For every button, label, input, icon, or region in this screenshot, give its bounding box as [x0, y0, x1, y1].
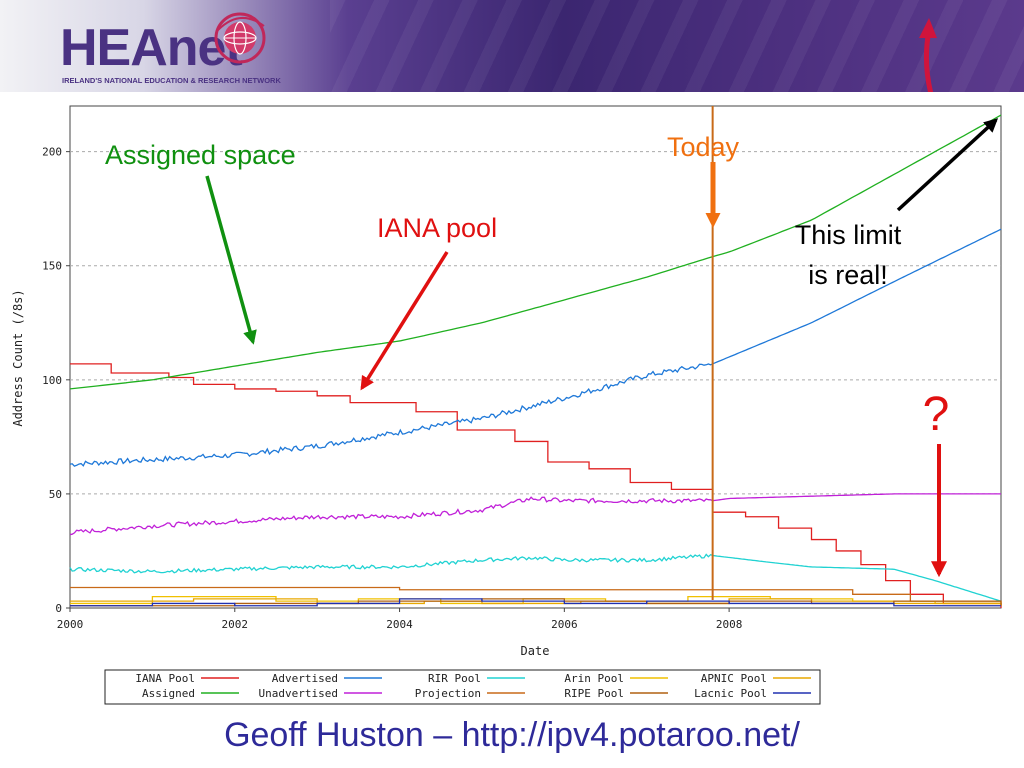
legend: IANA Pool Advertised RIR Pool Arin Pool APNI…	[104, 669, 821, 705]
legend-box	[104, 669, 821, 705]
legend-label-arin-pool: Arin Pool	[564, 672, 624, 685]
annotation-arrow-assigned	[205, 175, 257, 345]
legend-label-assigned: Assigned	[142, 687, 195, 700]
globe-logo-icon	[214, 12, 266, 64]
y-tick-label-0: 0	[55, 602, 62, 615]
legend-label-unadvertised: Unadvertised	[259, 687, 338, 700]
series-line-assigned	[69, 114, 1002, 390]
annotation-today: Today	[667, 132, 740, 162]
annotation-question: ?	[923, 388, 950, 441]
arrow-up-icon	[919, 18, 937, 92]
x-tick-label-0: 2000	[57, 618, 84, 631]
annotation-limit-line2: is real!	[808, 260, 888, 290]
header-banner: HEAnet IRELAND'S NATIONAL EDUCATION & RE…	[0, 0, 1024, 92]
y-axis-ticks: 0 50 100 150 200	[42, 146, 70, 615]
legend-label-rir-pool: RIR Pool	[428, 672, 481, 685]
y-tick-label-2: 100	[42, 374, 62, 387]
series-lines	[69, 114, 1002, 608]
legend-label-projection: Projection	[415, 687, 481, 700]
series-line-iana-pool	[70, 363, 1002, 608]
annotation-arrow-limit	[896, 118, 999, 212]
y-tick-label-3: 150	[42, 260, 62, 273]
y-tick-label-4: 200	[42, 146, 62, 159]
legend-label-iana-pool: IANA Pool	[135, 672, 195, 685]
x-tick-label-2: 2004	[386, 618, 413, 631]
x-axis-label: Date	[521, 644, 550, 658]
legend-label-lacnic-pool: Lacnic Pool	[694, 687, 767, 700]
legend-label-ripe-pool: RIPE Pool	[564, 687, 624, 700]
chart: 0 50 100 150 200 2000 2002 2004 2006 2008 Date A…	[11, 105, 1002, 705]
footer-credit: Geoff Huston – http://ipv4.potaroo.net/	[224, 716, 800, 754]
series-line-lacnic-pool	[70, 598, 1001, 607]
x-tick-label-3: 2006	[551, 618, 578, 631]
series-line-rir-pool	[69, 553, 1002, 602]
annotation-iana-pool: IANA pool	[377, 213, 497, 243]
series-line-advertised	[69, 228, 1002, 467]
gridlines	[70, 151, 1001, 495]
x-tick-label-4: 2008	[716, 618, 743, 631]
y-tick-label-1: 50	[49, 488, 62, 501]
y-axis-label: Address Count (/8s)	[11, 289, 25, 426]
annotation-assigned-space: Assigned space	[105, 140, 296, 170]
x-axis-ticks: 2000 2002 2004 2006 2008	[57, 608, 743, 631]
series-line-unadvertised	[69, 493, 1001, 536]
x-tick-label-1: 2002	[222, 618, 249, 631]
logo-text: HEAnet	[60, 19, 243, 77]
legend-label-advertised: Advertised	[272, 672, 338, 685]
banner-texture	[330, 0, 1024, 92]
annotation-arrow-iana	[360, 251, 449, 391]
logo-tagline: IRELAND'S NATIONAL EDUCATION & RESEARCH …	[62, 76, 281, 85]
annotation-limit-line1: This limit	[795, 220, 902, 250]
legend-label-apnic-pool: APNIC Pool	[701, 672, 767, 685]
